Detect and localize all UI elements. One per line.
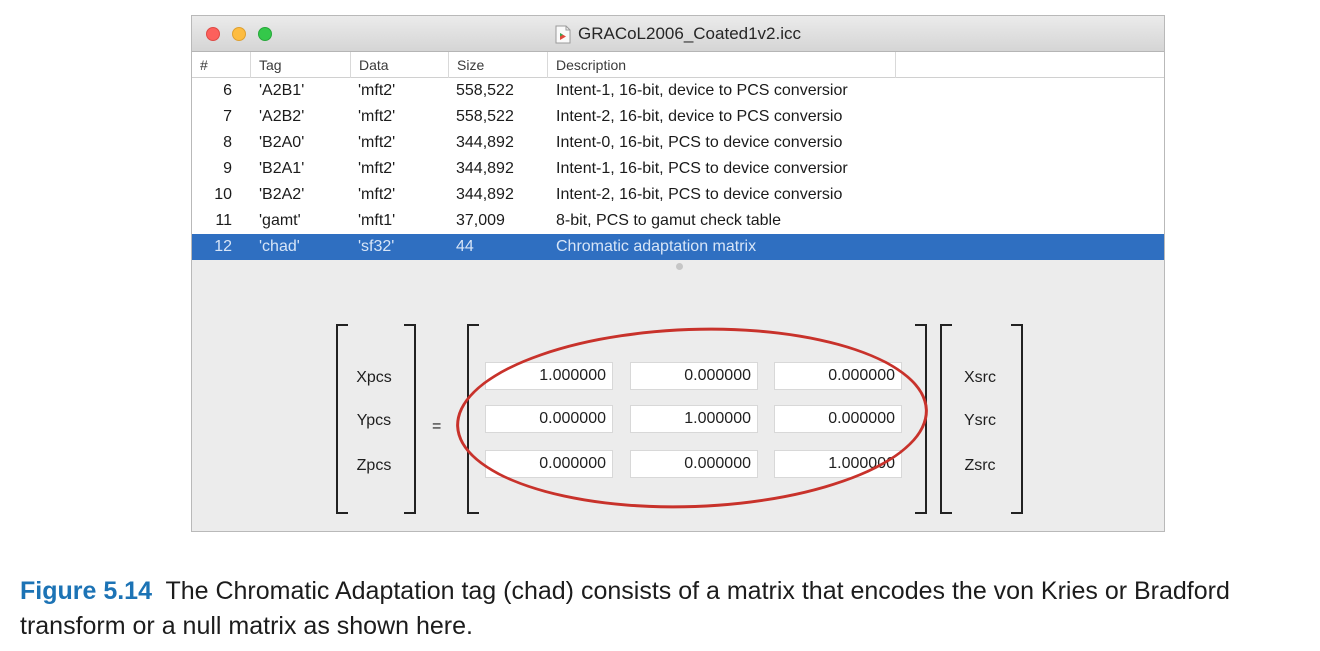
matrix-cell-r1c1[interactable]: 1.000000 — [485, 362, 613, 390]
matrix-cell-r1c2[interactable]: 0.000000 — [630, 362, 758, 390]
row-number: 8 — [223, 134, 232, 151]
row-description: Intent-0, 16-bit, PCS to device conversi… — [556, 134, 843, 151]
xsrc-label: Xsrc — [964, 369, 996, 386]
matrix-right-bracket — [915, 324, 927, 514]
row-tag: 'chad' — [259, 238, 300, 255]
row-size: 558,522 — [456, 108, 514, 125]
row-number: 7 — [223, 108, 232, 125]
row-number: 12 — [214, 238, 232, 255]
annotation-ellipse — [453, 319, 931, 517]
column-header-number[interactable]: # — [192, 52, 251, 78]
row-number: 10 — [214, 186, 232, 203]
caption-text: The Chromatic Adaptation tag (chad) cons… — [20, 577, 1230, 640]
matrix-cell-r3c3[interactable]: 1.000000 — [774, 450, 902, 478]
pcs-left-bracket — [336, 324, 348, 514]
row-description: Intent-1, 16-bit, device to PCS conversi… — [556, 82, 848, 99]
table-row-selected[interactable]: 12 'chad' 'sf32' 44 Chromatic adaptation… — [192, 234, 1164, 260]
ypcs-label: Ypcs — [356, 412, 392, 429]
row-size: 344,892 — [456, 134, 514, 151]
matrix-cell-r1c3[interactable]: 0.000000 — [774, 362, 902, 390]
row-description: Chromatic adaptation matrix — [556, 238, 757, 255]
row-tag: 'A2B1' — [259, 82, 305, 99]
src-right-bracket — [1011, 324, 1023, 514]
minimize-button[interactable] — [232, 27, 246, 41]
row-tag: 'B2A2' — [259, 186, 305, 203]
table-header: # Tag Data Size Description — [192, 52, 1164, 78]
column-header-description[interactable]: Description — [548, 52, 896, 78]
row-size: 44 — [456, 238, 474, 255]
row-tag: 'gamt' — [259, 212, 301, 229]
icc-profile-window: GRACoL2006_Coated1v2.icc # Tag Data Size… — [191, 15, 1165, 532]
row-description: Intent-2, 16-bit, device to PCS conversi… — [556, 108, 843, 125]
matrix-cell-r2c2[interactable]: 1.000000 — [630, 405, 758, 433]
row-data-type: 'mft2' — [358, 82, 396, 99]
xpcs-label: Xpcs — [356, 369, 392, 386]
row-size: 344,892 — [456, 186, 514, 203]
tag-table: 6 'A2B1' 'mft2' 558,522 Intent-1, 16-bit… — [192, 78, 1164, 260]
row-size: 558,522 — [456, 82, 514, 99]
matrix-viewer: Xpcs Ypcs Zpcs = 1.000000 0.000000 0.000… — [192, 276, 1164, 531]
row-description: Intent-1, 16-bit, PCS to device conversi… — [556, 160, 848, 177]
column-header-size[interactable]: Size — [449, 52, 548, 78]
figure-number: Figure 5.14 — [20, 577, 152, 605]
row-size: 37,009 — [456, 212, 505, 229]
column-header-tag[interactable]: Tag — [251, 52, 351, 78]
zoom-button[interactable] — [258, 27, 272, 41]
table-row[interactable]: 7 'A2B2' 'mft2' 558,522 Intent-2, 16-bit… — [192, 104, 1164, 130]
ysrc-label: Ysrc — [964, 412, 996, 429]
row-size: 344,892 — [456, 160, 514, 177]
matrix-left-bracket — [467, 324, 479, 514]
matrix-cell-r3c2[interactable]: 0.000000 — [630, 450, 758, 478]
row-data-type: 'mft2' — [358, 108, 396, 125]
row-number: 9 — [223, 160, 232, 177]
table-row[interactable]: 10 'B2A2' 'mft2' 344,892 Intent-2, 16-bi… — [192, 182, 1164, 208]
zsrc-label: Zsrc — [964, 457, 996, 474]
table-row[interactable]: 6 'A2B1' 'mft2' 558,522 Intent-1, 16-bit… — [192, 78, 1164, 104]
row-number: 11 — [215, 212, 232, 229]
row-number: 6 — [223, 82, 232, 99]
close-button[interactable] — [206, 27, 220, 41]
window-title: GRACoL2006_Coated1v2.icc — [577, 24, 802, 43]
pcs-right-bracket — [404, 324, 416, 514]
row-tag: 'B2A1' — [259, 160, 305, 177]
split-view-handle[interactable] — [676, 263, 683, 270]
row-description: 8-bit, PCS to gamut check table — [556, 212, 781, 229]
row-data-type: 'mft1' — [358, 212, 396, 229]
table-row[interactable]: 9 'B2A1' 'mft2' 344,892 Intent-1, 16-bit… — [192, 156, 1164, 182]
row-data-type: 'mft2' — [358, 186, 396, 203]
column-header-data[interactable]: Data — [351, 52, 449, 78]
src-left-bracket — [940, 324, 952, 514]
row-description: Intent-2, 16-bit, PCS to device conversi… — [556, 186, 843, 203]
document-icon — [555, 25, 571, 43]
matrix-cell-r2c3[interactable]: 0.000000 — [774, 405, 902, 433]
row-data-type: 'mft2' — [358, 134, 396, 151]
row-tag: 'A2B2' — [259, 108, 305, 125]
table-row[interactable]: 11 'gamt' 'mft1' 37,009 8-bit, PCS to ga… — [192, 208, 1164, 234]
title-bar[interactable]: GRACoL2006_Coated1v2.icc — [192, 16, 1164, 52]
matrix-cell-r3c1[interactable]: 0.000000 — [485, 450, 613, 478]
matrix-cell-r2c1[interactable]: 0.000000 — [485, 405, 613, 433]
table-row[interactable]: 8 'B2A0' 'mft2' 344,892 Intent-0, 16-bit… — [192, 130, 1164, 156]
equals-sign: = — [432, 418, 442, 435]
figure-caption: Figure 5.14 The Chromatic Adaptation tag… — [20, 574, 1310, 644]
row-data-type: 'mft2' — [358, 160, 396, 177]
row-tag: 'B2A0' — [259, 134, 305, 151]
zpcs-label: Zpcs — [356, 457, 392, 474]
row-data-type: 'sf32' — [358, 238, 395, 255]
